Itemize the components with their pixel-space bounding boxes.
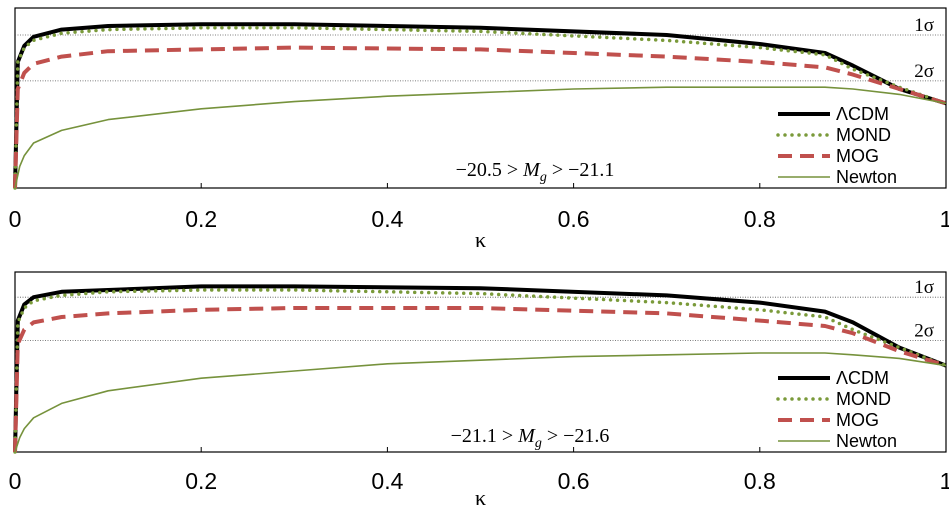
sigma-label-2: 2σ [914,320,934,341]
legend-label: Newton [836,431,897,451]
legend-label: ΛCDM [836,104,889,124]
sigma-label-2: 2σ [914,61,934,82]
x-tick-label: 0 [9,468,22,494]
legend-label: MOND [836,125,891,145]
x-tick-label: 0 [9,206,22,232]
x-tick-label: 0.2 [185,206,217,232]
legend-label: ΛCDM [836,368,889,388]
series-line-mog [13,45,947,189]
series-line-mond [13,288,948,454]
x-tick-label: 1 [940,468,949,494]
x-tick-label: 0.4 [371,468,403,494]
sigma-label-1: 1σ [914,15,934,36]
x-tick-label: 0.2 [185,468,217,494]
x-tick-label: 0.6 [558,206,590,232]
legend-label: Newton [836,167,897,187]
series-line-newton [14,86,947,189]
x-tick-label: 0.4 [371,206,403,232]
x-axis-label: κ [475,485,486,508]
series-line-newton [14,352,947,453]
series-line-cdm [13,284,947,453]
series-line-mond [13,26,948,190]
x-tick-label: 0.6 [558,468,590,494]
legend-label: MOND [836,389,891,409]
x-tick-label: 0.8 [744,206,776,232]
series-line-mog [13,306,947,453]
x-tick-label: 1 [940,206,949,232]
sigma-label-1: 1σ [914,277,934,298]
series-line-cdm [13,22,947,189]
magnitude-range-annotation: −20.5 > Mg > −21.1 [456,159,615,185]
x-axis-label: κ [475,227,486,252]
magnitude-range-annotation: −21.1 > Mg > −21.6 [451,425,610,451]
legend-label: MOG [836,410,879,430]
x-tick-label: 0.8 [744,468,776,494]
legend-label: MOG [836,146,879,166]
